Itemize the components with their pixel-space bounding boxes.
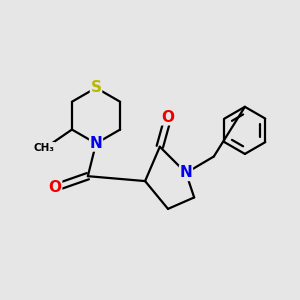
Text: O: O: [49, 180, 62, 195]
Text: S: S: [91, 80, 101, 95]
Text: O: O: [161, 110, 175, 125]
Text: N: N: [90, 136, 102, 151]
Text: N: N: [180, 165, 192, 180]
Text: CH₃: CH₃: [34, 142, 55, 152]
